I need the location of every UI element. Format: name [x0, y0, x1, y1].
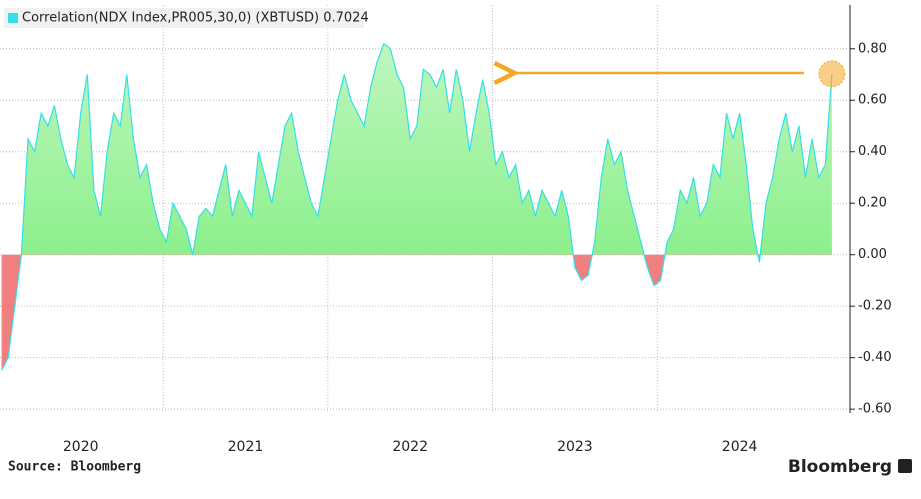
x-tick-label: 2020: [63, 439, 99, 455]
x-tick-label: 2024: [722, 439, 758, 455]
y-tick-label: 0.20: [858, 196, 887, 211]
y-tick-label: -0.40: [858, 350, 892, 365]
highlight-marker: [818, 60, 846, 88]
x-tick-label: 2021: [228, 439, 264, 455]
source: Source: Bloomberg: [8, 460, 141, 475]
x-tick-label: 2023: [557, 439, 593, 455]
series-line: [1, 42, 833, 371]
x-tick-label: 2022: [392, 439, 428, 455]
y-tick-label: 0.40: [858, 144, 887, 159]
legend-swatch: [8, 13, 18, 23]
y-tick-label: -0.20: [858, 299, 892, 314]
y-tick-label: 0.00: [858, 247, 887, 262]
watermark: Bloomberg: [788, 457, 892, 477]
y-tick-label: 0.80: [858, 41, 887, 56]
y-tick-label: 0.60: [858, 93, 887, 108]
brand-icon: [898, 459, 912, 473]
legend-box: [4, 8, 364, 28]
area: [1, 43, 832, 371]
legend-label: Correlation(NDX Index,PR005,30,0) (XBTUS…: [22, 11, 369, 26]
y-tick-label: -0.60: [858, 402, 892, 417]
